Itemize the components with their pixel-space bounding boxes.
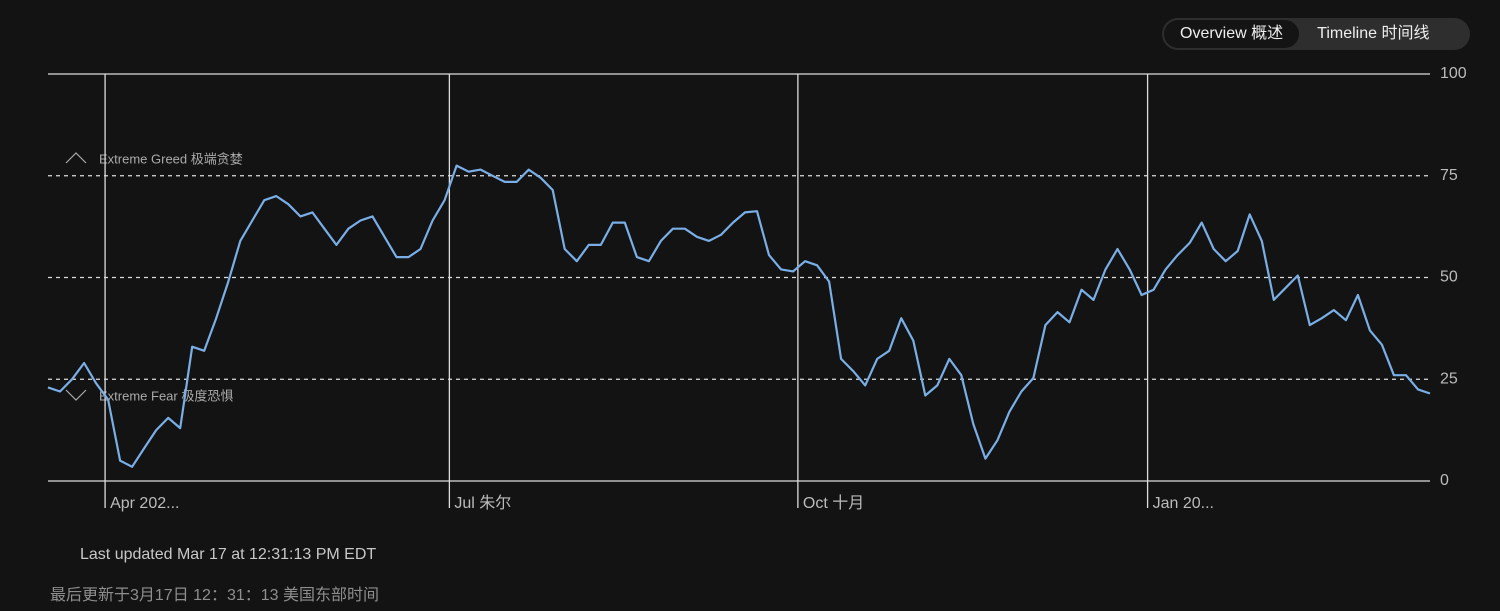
series-line xyxy=(47,164,1431,468)
y-tick-label: 100 xyxy=(1440,65,1467,82)
greed-icon xyxy=(65,152,87,164)
greed-label: Extreme Greed 极端贪婪 xyxy=(99,151,243,166)
y-tick-label: 25 xyxy=(1440,370,1458,387)
tab-group: Overview 概述 Timeline 时间线 xyxy=(1162,18,1470,50)
fear-icon xyxy=(65,389,87,401)
y-tick-label: 50 xyxy=(1440,269,1458,286)
x-tick-label: Jan 20... xyxy=(1153,495,1214,512)
updated-cn: 最后更新于3月17日 12：31：13 美国东部时间 xyxy=(50,587,379,604)
x-tick-label: Jul 朱尔 xyxy=(454,494,511,512)
y-tick-label: 0 xyxy=(1440,472,1449,489)
fear-label: Extreme Fear 极度恐惧 xyxy=(99,388,233,403)
x-tick-label: Apr 202... xyxy=(110,495,179,512)
tab[interactable]: Timeline 时间线 xyxy=(1317,25,1430,42)
x-tick-label: Oct 十月 xyxy=(803,494,864,512)
tab[interactable]: Overview 概述 xyxy=(1164,20,1300,48)
updated: Last updated Mar 17 at 12:31:13 PM EDT xyxy=(80,546,377,563)
y-tick-label: 75 xyxy=(1440,167,1458,184)
